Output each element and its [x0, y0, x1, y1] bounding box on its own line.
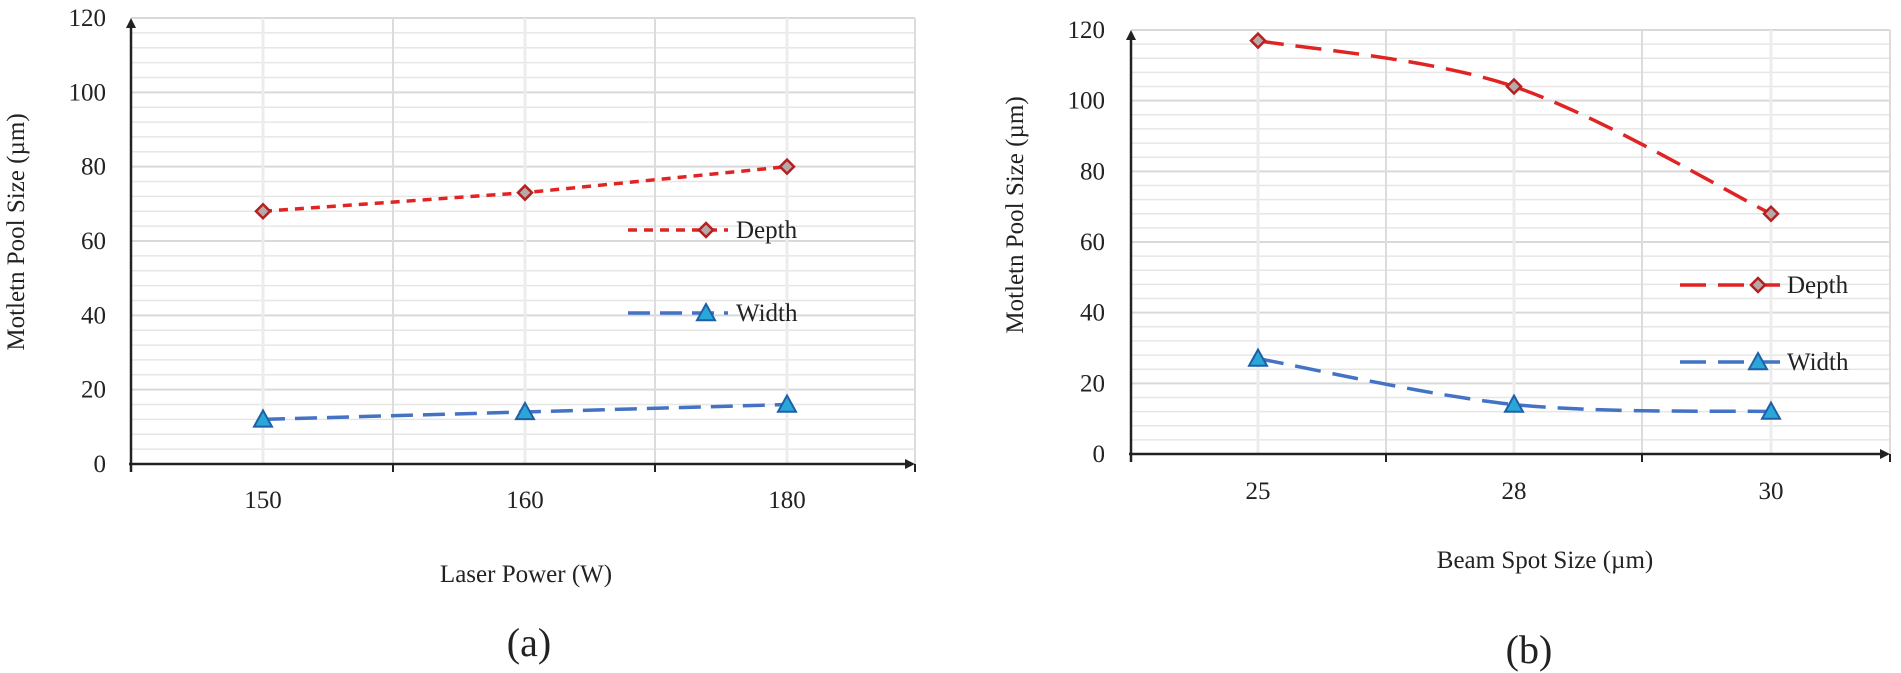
chart-b-width-point: [1760, 400, 1782, 420]
chart-b-x-axis-title: Beam Spot Size (µm): [1437, 547, 1653, 574]
chart-b-x-tick-label: 30: [1759, 478, 1784, 505]
chart-b-width-point: [1247, 347, 1269, 367]
chart-b-legend-width-label: Width: [1787, 349, 1849, 376]
chart-a-y-tick-label: 80: [81, 154, 106, 181]
chart-b-legend: Depth Width: [1680, 272, 1849, 376]
chart-a-axes: [126, 18, 916, 472]
chart-a-y-tick-label: 100: [69, 79, 107, 106]
chart-a: 0 20 40 60 80 100 120 150 160 180 Depth Width Las…: [3, 5, 916, 665]
chart-a-depth-point: [778, 157, 796, 176]
chart-b-series: [1247, 31, 1782, 420]
chart-b-panel-label: (b): [1506, 627, 1553, 672]
chart-b-x-ticks: 25 28 30: [1246, 478, 1784, 505]
chart-a-x-tick-label: 160: [506, 487, 544, 514]
chart-b-y-tick-label: 100: [1068, 88, 1106, 115]
chart-b-y-tick-label: 0: [1093, 441, 1106, 468]
chart-a-legend: Depth Width: [628, 217, 798, 327]
chart-a-width-point: [776, 393, 798, 413]
chart-a-y-ticks: 0 20 40 60 80 100 120: [69, 5, 107, 478]
chart-b-axes: [1126, 30, 1891, 462]
chart-a-series: [252, 157, 798, 428]
chart-b-y-tick-label: 80: [1080, 158, 1105, 185]
chart-b-depth-point: [1505, 77, 1523, 96]
chart-a-width-point: [514, 400, 536, 421]
chart-b-y-ticks: 0 20 40 60 80 100 120: [1068, 17, 1106, 468]
chart-a-depth-point: [516, 183, 534, 202]
chart-a-x-tick-label: 180: [768, 487, 806, 514]
chart-b-width-line: [1257, 356, 1772, 414]
chart-a-y-tick-label: 60: [81, 228, 106, 255]
chart-b-width-point: [1503, 393, 1525, 413]
chart-a-y-tick-label: 40: [81, 302, 106, 329]
chart-a-y-tick-label: 0: [94, 451, 107, 478]
chart-a-grid: [131, 17, 916, 464]
chart-b-y-tick-label: 20: [1080, 370, 1105, 397]
chart-b-y-tick-label: 120: [1068, 17, 1106, 44]
chart-a-y-axis-title: Motletn Pool Size (µm): [3, 113, 30, 350]
chart-b-legend-width-marker: [1747, 350, 1769, 371]
chart-a-depth-point: [254, 202, 272, 221]
chart-b-x-tick-label: 25: [1246, 478, 1271, 505]
chart-b-depth-point: [1762, 204, 1780, 223]
chart-a-x-tick-label: 150: [244, 487, 282, 514]
chart-b-y-axis-title: Motletn Pool Size (µm): [1002, 96, 1029, 333]
chart-b-y-tick-label: 60: [1080, 229, 1105, 256]
chart-a-y-tick-label: 20: [81, 377, 106, 404]
chart-a-panel-label: (a): [507, 620, 551, 665]
chart-b-legend-depth-marker: [1749, 276, 1767, 294]
chart-a-legend-depth-marker: [697, 221, 715, 239]
chart-a-legend-width-label: Width: [736, 300, 798, 327]
chart-b-y-tick-label: 40: [1080, 300, 1105, 327]
chart-b: 0 20 40 60 80 100 120 25 28 30 Depth Width Beam S…: [1002, 17, 1891, 672]
chart-a-x-ticks: 150 160 180: [244, 487, 806, 514]
chart-a-legend-depth-label: Depth: [736, 217, 798, 244]
chart-b-depth-line: [1257, 38, 1772, 216]
chart-b-x-tick-label: 28: [1502, 478, 1527, 505]
chart-a-x-axis-title: Laser Power (W): [440, 561, 612, 588]
chart-b-grid: [1131, 29, 1891, 454]
chart-a-y-tick-label: 120: [69, 5, 107, 32]
chart-b-legend-depth-label: Depth: [1787, 272, 1849, 299]
chart-b-depth-point: [1249, 31, 1267, 50]
chart-a-width-point: [252, 408, 274, 428]
chart-a-legend-width-marker: [695, 301, 717, 322]
